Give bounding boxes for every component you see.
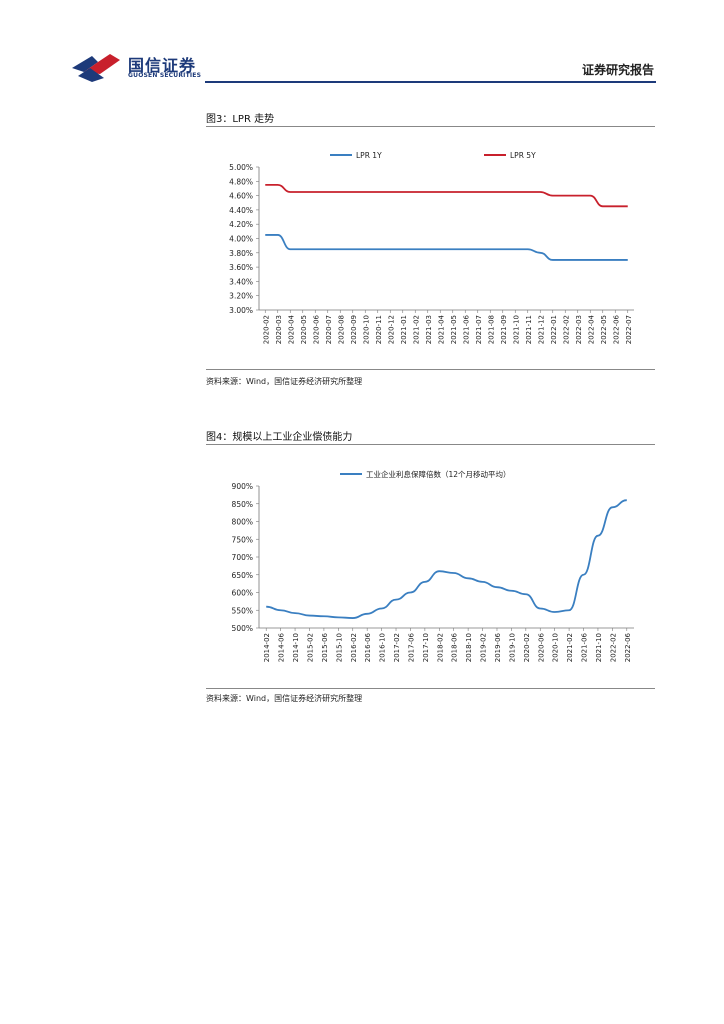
- x-tick-label: 2019-06: [494, 632, 502, 662]
- figure3-bottom-rule: [206, 369, 655, 370]
- figure3-top-rule: [206, 126, 655, 127]
- x-tick-label: 2015-06: [321, 632, 329, 662]
- x-tick-label: 2021-03: [425, 315, 433, 344]
- x-tick-label: 2022-04: [587, 314, 595, 344]
- x-tick-label: 2021-09: [500, 315, 508, 344]
- x-tick-label: 2020-02: [523, 633, 531, 662]
- figure4-bottom-rule: [206, 688, 655, 689]
- y-tick-label: 3.80%: [229, 249, 253, 258]
- lpr-line-chart: 5.00% 4.80% 4.60% 4.40% 4.20% 4.00% 3.80% 3.60%…: [229, 151, 634, 344]
- x-tick-label: 2022-01: [550, 315, 558, 344]
- x-tick-label: 2018-10: [465, 633, 473, 662]
- x-tick-label: 2020-11: [375, 315, 383, 344]
- x-tick-label: 2014-10: [292, 633, 300, 662]
- x-tick-label: 2020-03: [275, 315, 283, 344]
- y-tick-label: 650%: [232, 571, 253, 580]
- x-tick-label: 2021-02: [412, 315, 420, 344]
- x-tick-label: 2020-10: [552, 633, 560, 662]
- y-tick-label: 3.00%: [229, 306, 253, 315]
- brand-name-cn: 国信证券: [128, 56, 197, 75]
- brand-name-en: GUOSEN SECURITIES: [128, 72, 202, 79]
- x-tick-label: 2017-06: [407, 632, 415, 662]
- x-tick-label: 2021-07: [475, 315, 483, 344]
- x-tick-label: 2022-02: [609, 633, 617, 662]
- y-tick-label: 750%: [232, 535, 253, 544]
- y-tick-label: 5.00%: [229, 163, 253, 172]
- x-tick-label: 2019-10: [508, 633, 516, 662]
- figure4-source: 资料来源：Wind，国信证券经济研究所整理: [206, 694, 363, 703]
- x-tick-label: 2021-06: [581, 632, 589, 662]
- x-tick-label: 2022-06: [612, 314, 620, 344]
- x-tick-label: 2022-02: [562, 315, 570, 344]
- x-tick-label: 2016-10: [379, 633, 387, 662]
- x-tick-label: 2020-09: [350, 315, 358, 344]
- y-tick-label: 4.20%: [229, 220, 253, 229]
- x-tick-label: 2021-06: [462, 314, 470, 344]
- x-tick-label: 2014-06: [278, 632, 286, 662]
- x-tick-label: 2021-11: [525, 315, 533, 344]
- x-tick-label: 2020-06: [312, 314, 320, 344]
- x-tick-label: 2015-10: [335, 633, 343, 662]
- x-tick-label: 2017-10: [422, 633, 430, 662]
- series-line-1: [265, 183, 628, 208]
- y-tick-label: 3.60%: [229, 263, 253, 272]
- x-tick-label: 2020-08: [337, 315, 345, 344]
- x-tick-label: 2020-06: [537, 632, 545, 662]
- y-tick-label: 4.00%: [229, 235, 253, 244]
- x-tick-label: 2021-08: [487, 315, 495, 344]
- report-type-label: 证券研究报告: [581, 63, 654, 77]
- series-line-0: [265, 234, 628, 261]
- y-tick-label: 4.80%: [229, 177, 253, 186]
- legend-label-1: LPR 5Y: [510, 151, 536, 160]
- header-divider: [205, 81, 656, 83]
- x-tick-label: 2021-10: [595, 633, 603, 662]
- page-header: 国信证券 GUOSEN SECURITIES 证券研究报告: [0, 0, 724, 90]
- interest-coverage-line-chart: 900% 850% 800% 750% 700% 650% 600% 550% 500% 2014…: [232, 469, 634, 662]
- x-tick-label: 2021-10: [512, 315, 520, 344]
- x-tick-label: 2020-10: [362, 315, 370, 344]
- x-tick-label: 2022-07: [625, 315, 633, 344]
- x-tick-label: 2018-02: [436, 633, 444, 662]
- x-tick-label: 2020-05: [300, 315, 308, 344]
- y-tick-label: 600%: [232, 589, 253, 598]
- y-tick-label: 3.20%: [229, 292, 253, 301]
- x-tick-label: 2016-02: [350, 633, 358, 662]
- x-tick-label: 2019-02: [480, 633, 488, 662]
- x-tick-label: 2021-04: [437, 314, 445, 344]
- y-tick-label: 500%: [232, 624, 253, 633]
- x-tick-label: 2022-03: [575, 315, 583, 344]
- legend-label-0: LPR 1Y: [356, 151, 382, 160]
- figure3-source: 资料来源：Wind，国信证券经济研究所整理: [206, 377, 363, 386]
- x-tick-label: 2021-12: [537, 315, 545, 344]
- x-tick-label: 2020-12: [387, 315, 395, 344]
- x-tick-label: 2015-02: [306, 633, 314, 662]
- y-tick-label: 3.40%: [229, 277, 253, 286]
- y-tick-label: 550%: [232, 606, 253, 615]
- x-tick-label: 2022-06: [624, 632, 632, 662]
- x-tick-label: 2017-02: [393, 633, 401, 662]
- legend-label-0: 工业企业利息保障倍数（12个月移动平均）: [366, 469, 511, 479]
- series-line-0: [266, 499, 627, 619]
- x-tick-label: 2018-06: [451, 632, 459, 662]
- figure3-title: 图3：LPR 走势: [206, 114, 275, 125]
- y-tick-label: 4.60%: [229, 192, 253, 201]
- y-tick-label: 900%: [232, 482, 253, 491]
- x-tick-label: 2021-05: [450, 315, 458, 344]
- y-tick-label: 800%: [232, 518, 253, 527]
- x-tick-label: 2016-06: [364, 632, 372, 662]
- x-tick-label: 2021-02: [566, 633, 574, 662]
- guosen-logo-icon: [72, 54, 120, 82]
- x-tick-label: 2022-05: [600, 315, 608, 344]
- y-tick-label: 700%: [232, 553, 253, 562]
- x-tick-label: 2020-04: [287, 314, 295, 344]
- y-tick-label: 4.40%: [229, 206, 253, 215]
- figure4-top-rule: [206, 444, 655, 445]
- figure4-title: 图4：规模以上工业企业偿债能力: [206, 432, 353, 443]
- x-tick-label: 2020-07: [325, 315, 333, 344]
- x-tick-label: 2014-02: [263, 633, 271, 662]
- x-tick-label: 2020-02: [262, 315, 270, 344]
- y-tick-label: 850%: [232, 500, 253, 509]
- x-tick-label: 2021-01: [400, 315, 408, 344]
